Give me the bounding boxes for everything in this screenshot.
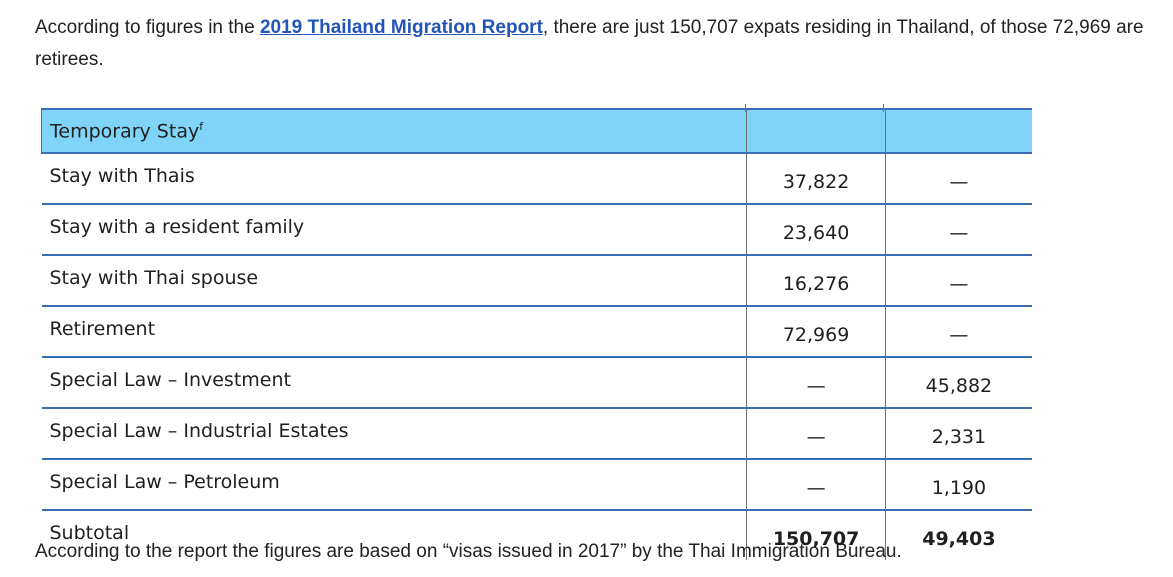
header-label: Temporary Stayf: [40, 108, 747, 154]
table-row: Special Law – Petroleum — 1,190: [41, 459, 1032, 511]
intro-text-after: , there are just 150,707 expats residing…: [35, 17, 1144, 70]
header-cell-1: [746, 108, 886, 154]
table-row: Special Law – Industrial Estates — 2,331: [41, 408, 1032, 460]
intro-text-before: According to figures in the: [35, 17, 260, 38]
table-row: Special Law – Investment — 45,882: [41, 357, 1032, 409]
migration-report-link[interactable]: 2019 Thailand Migration Report: [259, 17, 543, 38]
row-label: Special Law – Industrial Estates: [41, 408, 747, 460]
row-label: Special Law – Investment: [41, 357, 747, 409]
table-header-row: Temporary Stayf: [40, 108, 1032, 154]
intro-paragraph: According to figures in the 2019 Thailan…: [35, 12, 1165, 76]
migration-table-image: Temporary Stayf Stay with Thais 37,822 —…: [40, 104, 1032, 560]
row-value-2: —: [884, 153, 1032, 205]
table-row: Stay with Thais 37,822 —: [41, 153, 1032, 205]
subtotal-value-1: 150,707: [746, 510, 886, 560]
row-value-1: 37,822: [746, 153, 886, 205]
row-value-2: —: [884, 306, 1032, 358]
subtotal-row: Subtotal 150,707 49,403: [42, 510, 1032, 560]
row-value-1: —: [746, 357, 886, 409]
column-divider-tick: [883, 104, 884, 112]
row-label: Retirement: [41, 306, 747, 358]
row-value-1: 16,276: [746, 255, 886, 307]
row-value-2: —: [884, 204, 1032, 256]
row-value-1: 23,640: [746, 204, 886, 256]
row-label: Stay with Thai spouse: [41, 255, 747, 307]
row-label: Special Law – Petroleum: [41, 459, 747, 511]
closing-paragraph: According to the report the figures are …: [35, 541, 902, 562]
migration-table: Temporary Stayf Stay with Thais 37,822 —…: [40, 108, 1032, 560]
table-row: Retirement 72,969 —: [41, 306, 1032, 358]
footnote-marker: f: [199, 119, 204, 133]
row-value-2: 45,882: [884, 357, 1032, 409]
header-cell-2: [884, 108, 1032, 154]
row-label: Stay with Thais: [41, 153, 747, 205]
subtotal-label: Subtotal: [49, 521, 130, 544]
row-value-1: 72,969: [746, 306, 886, 358]
row-value-2: 2,331: [884, 408, 1032, 460]
table-row: Stay with Thai spouse 16,276 —: [41, 255, 1032, 307]
column-divider-tick: [745, 104, 746, 112]
row-value-2: —: [884, 255, 1032, 307]
row-value-2: 1,190: [884, 459, 1032, 511]
table-row: Stay with a resident family 23,640 —: [41, 204, 1032, 256]
subtotal-value-2: 49,403: [884, 510, 1032, 560]
row-value-1: —: [746, 408, 886, 460]
row-label: Stay with a resident family: [41, 204, 747, 256]
row-value-1: —: [746, 459, 886, 511]
